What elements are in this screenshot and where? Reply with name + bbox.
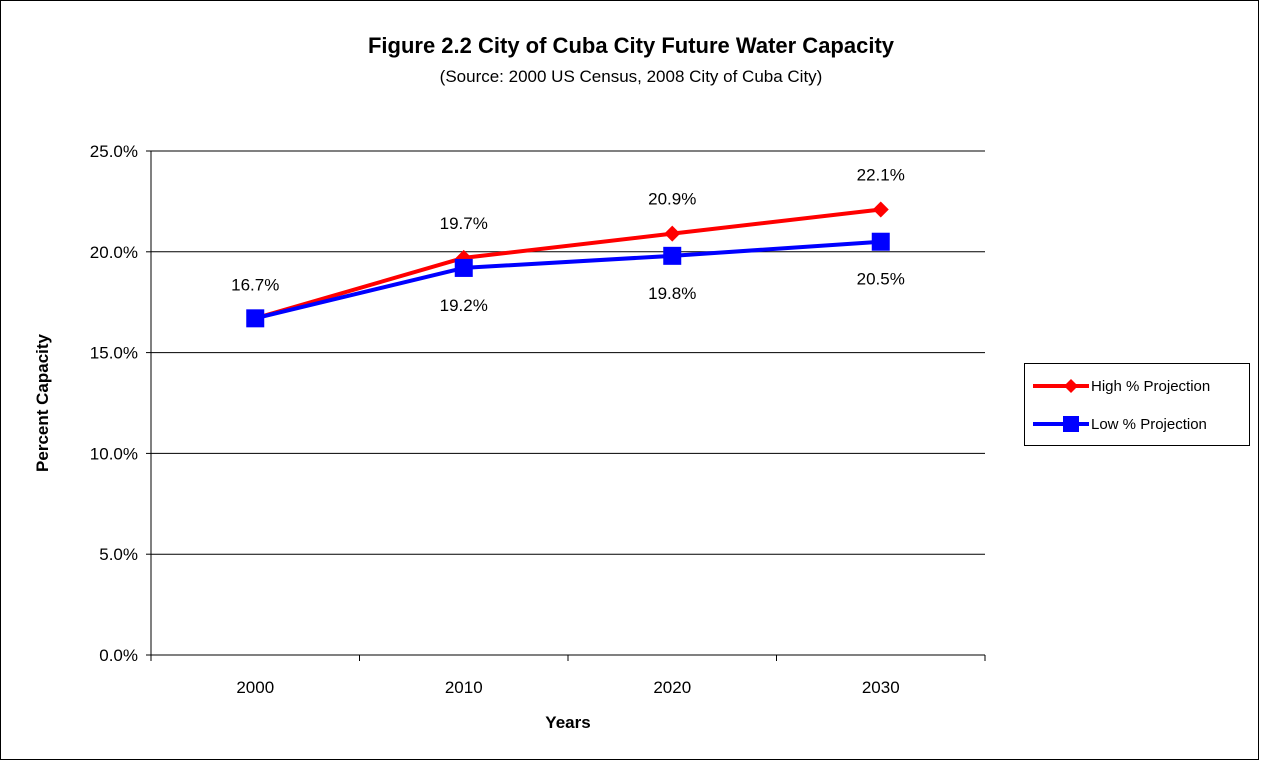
data-label-low: 19.2%: [440, 296, 488, 315]
chart-legend: High % Projection Low % Projection: [1024, 363, 1250, 446]
legend-swatch-high: [1033, 379, 1089, 393]
y-tick-label: 20.0%: [90, 243, 138, 262]
legend-label-high: High % Projection: [1091, 377, 1211, 395]
data-point-high: [872, 201, 889, 218]
data-label-low: 19.8%: [648, 284, 696, 303]
legend-item-low: Low % Projection: [1033, 414, 1207, 434]
x-tick-label: 2030: [862, 678, 900, 697]
data-point-high: [664, 225, 681, 242]
x-tick-label: 2010: [445, 678, 483, 697]
data-point-low: [454, 258, 473, 277]
data-label-high: 19.7%: [440, 214, 488, 233]
x-axis-title: Years: [545, 713, 590, 732]
data-point-low: [663, 246, 682, 265]
legend-swatch-low: [1033, 416, 1089, 432]
y-tick-label: 5.0%: [99, 545, 138, 564]
series-line-high: [254, 207, 881, 321]
legend-label-low: Low % Projection: [1091, 415, 1207, 433]
x-tick-label: 2020: [653, 678, 691, 697]
data-label-high: 20.9%: [648, 190, 696, 209]
data-label-low: 16.7%: [231, 275, 279, 294]
legend-item-high: High % Projection: [1033, 376, 1210, 396]
chart-subtitle: (Source: 2000 US Census, 2008 City of Cu…: [439, 67, 823, 86]
y-tick-label: 10.0%: [90, 444, 138, 463]
data-point-low: [871, 232, 890, 251]
data-label-low: 20.5%: [857, 270, 905, 289]
y-tick-label: 25.0%: [90, 142, 138, 161]
data-point-low: [246, 309, 265, 328]
data-label-high: 22.1%: [857, 165, 905, 184]
y-axis-title: Percent Capacity: [33, 333, 52, 471]
x-tick-label: 2000: [236, 678, 274, 697]
y-tick-label: 0.0%: [99, 646, 138, 665]
series-line-low: [254, 239, 881, 321]
chart-title: Figure 2.2 City of Cuba City Future Wate…: [367, 33, 895, 58]
y-tick-label: 15.0%: [90, 344, 138, 363]
